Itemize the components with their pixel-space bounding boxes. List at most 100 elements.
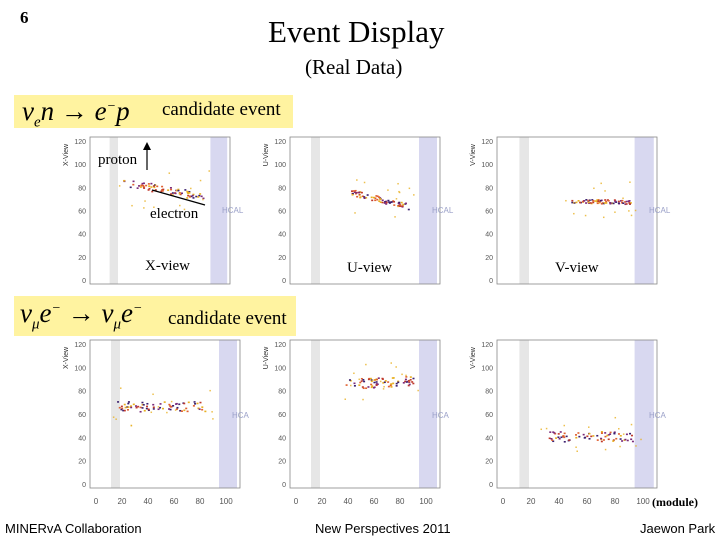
- hit-mark: [183, 409, 186, 412]
- stray-hit: [398, 190, 400, 193]
- stray-hit: [629, 181, 631, 183]
- hit-mark: [557, 436, 560, 439]
- axis-title: X-View: [63, 346, 70, 369]
- hit-mark: [127, 406, 130, 408]
- hit-mark: [588, 199, 591, 202]
- hit-mark: [151, 190, 154, 193]
- y-tick-label: 80: [78, 389, 86, 396]
- hit-mark: [351, 193, 354, 196]
- hit-mark: [141, 403, 144, 406]
- hit-mark: [592, 435, 595, 437]
- hit-mark: [360, 191, 363, 194]
- stray-hit: [358, 378, 360, 381]
- y-tick-label: 60: [78, 209, 86, 216]
- panel-frame: [289, 339, 441, 489]
- hit-mark: [596, 434, 599, 437]
- hit-mark: [142, 404, 145, 406]
- hit-mark: [373, 381, 376, 384]
- hit-mark: [150, 186, 153, 188]
- hit-mark: [175, 189, 178, 192]
- hit-mark: [381, 378, 384, 380]
- hit-mark: [624, 203, 627, 206]
- hit-mark: [612, 439, 615, 441]
- hit-mark: [631, 440, 634, 443]
- stray-hit: [190, 187, 192, 190]
- hit-mark: [408, 380, 411, 383]
- stray-hit: [362, 398, 364, 401]
- x-view-label: X-view: [145, 258, 190, 274]
- stray-hit: [572, 202, 575, 204]
- hit-mark: [412, 377, 415, 380]
- y-tick-label: 80: [278, 185, 286, 192]
- stray-hit: [172, 194, 174, 196]
- hit-mark: [579, 201, 582, 204]
- hit-mark: [152, 185, 155, 187]
- stray-hit: [157, 406, 160, 408]
- hit-mark: [147, 183, 150, 185]
- x-tick-label: 0: [94, 497, 99, 506]
- hit-mark: [577, 200, 580, 202]
- hit-mark: [139, 186, 142, 188]
- stray-hit: [211, 411, 213, 413]
- hit-mark: [197, 407, 200, 410]
- stray-hit: [397, 182, 399, 185]
- y-tick-label: 60: [485, 209, 493, 216]
- hit-mark: [613, 431, 616, 434]
- stray-hit: [619, 445, 621, 448]
- hit-mark: [161, 185, 164, 188]
- hit-mark: [177, 189, 180, 192]
- hit-mark: [397, 202, 400, 205]
- hit-mark: [384, 200, 387, 203]
- y-tick-label: 20: [278, 459, 286, 466]
- axis-title: V-View: [470, 346, 477, 369]
- hit-mark: [136, 187, 139, 189]
- hit-mark: [395, 382, 398, 385]
- hit-mark: [605, 202, 608, 204]
- hit-mark: [589, 202, 592, 204]
- hit-mark: [124, 406, 127, 409]
- hit-mark: [390, 201, 393, 203]
- hit-mark: [359, 381, 362, 384]
- hit-mark: [599, 199, 602, 202]
- stray-hit: [118, 185, 121, 187]
- hit-mark: [622, 202, 625, 204]
- stray-hit: [576, 450, 578, 453]
- hit-mark: [624, 438, 627, 441]
- hit-mark: [379, 201, 382, 203]
- hit-mark: [621, 199, 624, 202]
- hit-mark: [375, 384, 378, 387]
- y-tick-label: 40: [78, 435, 86, 442]
- hit-mark: [379, 198, 382, 200]
- hit-mark: [146, 405, 149, 408]
- hit-mark: [375, 195, 378, 197]
- hcal-band: [219, 340, 237, 488]
- hit-mark: [617, 202, 620, 204]
- y-tick-label: 40: [78, 232, 86, 239]
- hit-mark: [180, 192, 183, 195]
- hit-mark: [370, 196, 373, 199]
- hit-mark: [390, 386, 393, 388]
- v-view-label: V-view: [555, 260, 599, 276]
- stray-hit: [540, 428, 543, 431]
- hit-mark: [626, 439, 629, 442]
- hit-mark: [382, 382, 385, 384]
- hit-mark: [376, 195, 379, 198]
- stray-hit: [143, 207, 145, 209]
- slide-number: 6: [20, 8, 29, 27]
- y-tick-label: 120: [274, 139, 286, 146]
- stray-hit: [383, 385, 385, 388]
- hit-mark: [571, 199, 574, 202]
- stray-hit: [119, 387, 122, 389]
- hit-mark: [178, 192, 181, 194]
- hit-mark: [190, 195, 193, 198]
- hit-mark: [383, 381, 386, 384]
- hit-mark: [625, 203, 628, 205]
- axis-title: X-View: [63, 143, 70, 166]
- stray-hit: [640, 438, 642, 441]
- stray-hit: [413, 194, 415, 196]
- y-tick-label: 120: [274, 342, 286, 349]
- hit-mark: [390, 383, 393, 385]
- hit-mark: [187, 401, 190, 404]
- hit-mark: [385, 200, 388, 203]
- stray-hit: [179, 204, 181, 207]
